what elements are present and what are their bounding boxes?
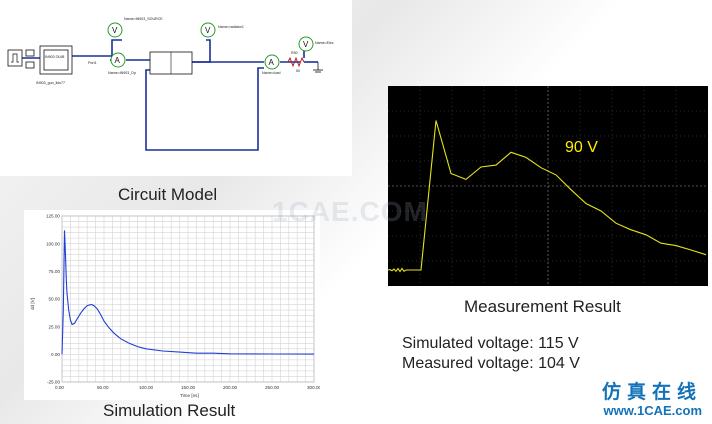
oscilloscope-screen: 90 V bbox=[387, 86, 708, 286]
load-net-label: Name=load bbox=[262, 71, 280, 75]
resistor-value: 50 bbox=[296, 69, 300, 73]
wire-port1 bbox=[72, 39, 122, 57]
sim-ylabel: dd [V] bbox=[30, 298, 35, 310]
sim-x-tick-label: 150.00 bbox=[181, 385, 195, 390]
sim-x-tick-label: 200.00 bbox=[223, 385, 237, 390]
brand-logo: 仿真在线 www.1CAE.com bbox=[602, 382, 702, 418]
voltmeter-3-label: V bbox=[303, 40, 309, 49]
simulation-chart: 0.00 50.00 100.00 150.00 200.00 250.00 300.00 1… bbox=[30, 214, 322, 398]
voltmeter-3 bbox=[298, 36, 314, 52]
voltmeter-1-label: V bbox=[112, 26, 118, 35]
resistor-top-label: R50 bbox=[291, 51, 298, 55]
sim-y-tick-label: 25.00 bbox=[49, 324, 61, 329]
sim-y-tick-label: 100.00 bbox=[46, 241, 60, 246]
sim-x-tick-label: 300.00 bbox=[307, 385, 320, 390]
scope-trace bbox=[387, 120, 707, 273]
scope-grid bbox=[388, 86, 708, 286]
results-summary: Simulated voltage: 115 V Measured voltag… bbox=[402, 334, 580, 374]
ammeter-2 bbox=[264, 54, 280, 70]
ammeter-1 bbox=[110, 52, 126, 68]
out-net-label: Name=Elec bbox=[315, 41, 334, 45]
pulse-source bbox=[7, 49, 23, 67]
wire-right bbox=[192, 39, 211, 63]
circuit-schematic: IN903 OUIB IN903_gun_ibis77 Port1 V Name… bbox=[7, 17, 334, 151]
chip-caption: IN903_gun_ibis77 bbox=[36, 81, 65, 85]
voltmeter-2-label: V bbox=[205, 26, 211, 35]
brand-url: www.1CAE.com bbox=[603, 403, 702, 418]
sim-y-tick-label: 0.00 bbox=[51, 352, 60, 357]
sim-series-line bbox=[61, 230, 315, 355]
simulation-caption: Simulation Result bbox=[103, 401, 236, 420]
measured-voltage: Measured voltage: 104 V bbox=[402, 355, 580, 372]
voltmeter-2 bbox=[200, 22, 216, 38]
simulated-voltage: Simulated voltage: 115 V bbox=[402, 335, 579, 352]
watermark: 1CAE.COM bbox=[272, 196, 428, 227]
port1-label: Port1 bbox=[88, 61, 97, 65]
voltmeter-1 bbox=[107, 22, 123, 38]
sim-xlabel: Time [ns] bbox=[180, 393, 199, 398]
port-a-net-label: Name=IN903_Dp bbox=[108, 71, 136, 75]
sim-y-tick-label: -25.00 bbox=[47, 380, 60, 385]
sim-x-tick-label: 250.00 bbox=[265, 385, 279, 390]
brand-cn: 仿真在线 bbox=[601, 382, 702, 403]
measurement-caption: Measurement Result bbox=[464, 297, 621, 316]
scope-annotation: 90 V bbox=[565, 139, 598, 156]
source-block-1 bbox=[25, 49, 35, 57]
sim-y-tick-label: 125.00 bbox=[46, 214, 60, 219]
pulse-source-icon bbox=[11, 53, 19, 63]
simulation-plot-panel: 0.00 50.00 100.00 150.00 200.00 250.00 300.00 1… bbox=[24, 210, 322, 400]
resistor bbox=[287, 56, 305, 68]
sim-x-tick-label: 100.00 bbox=[139, 385, 153, 390]
source-net-label: Name=IN903_SOURCE bbox=[124, 17, 163, 21]
sim-ticks: 0.00 50.00 100.00 150.00 200.00 250.00 300.00 1… bbox=[46, 214, 322, 390]
right-net-label: Name=radiator1 bbox=[218, 25, 244, 29]
circuit-model-caption: Circuit Model bbox=[118, 185, 218, 204]
sim-x-tick-label: 50.00 bbox=[97, 385, 109, 390]
wire-loop bbox=[145, 67, 264, 151]
chip-label: IN903 OUIB bbox=[45, 55, 65, 59]
sim-y-tick-label: 75.00 bbox=[49, 269, 61, 274]
ammeter-1-label: A bbox=[115, 56, 121, 65]
ammeter-2-label: A bbox=[269, 58, 275, 67]
source-block-2 bbox=[25, 61, 35, 69]
sim-grid bbox=[61, 215, 315, 383]
sim-x-tick-label: 0.00 bbox=[55, 385, 64, 390]
sim-y-tick-label: 50.00 bbox=[49, 297, 61, 302]
circuit-model-panel: IN903 OUIB IN903_gun_ibis77 Port1 V Name… bbox=[0, 0, 352, 176]
measurement-chart: 90 V bbox=[387, 86, 708, 286]
ibis-chip-inner bbox=[43, 49, 69, 71]
